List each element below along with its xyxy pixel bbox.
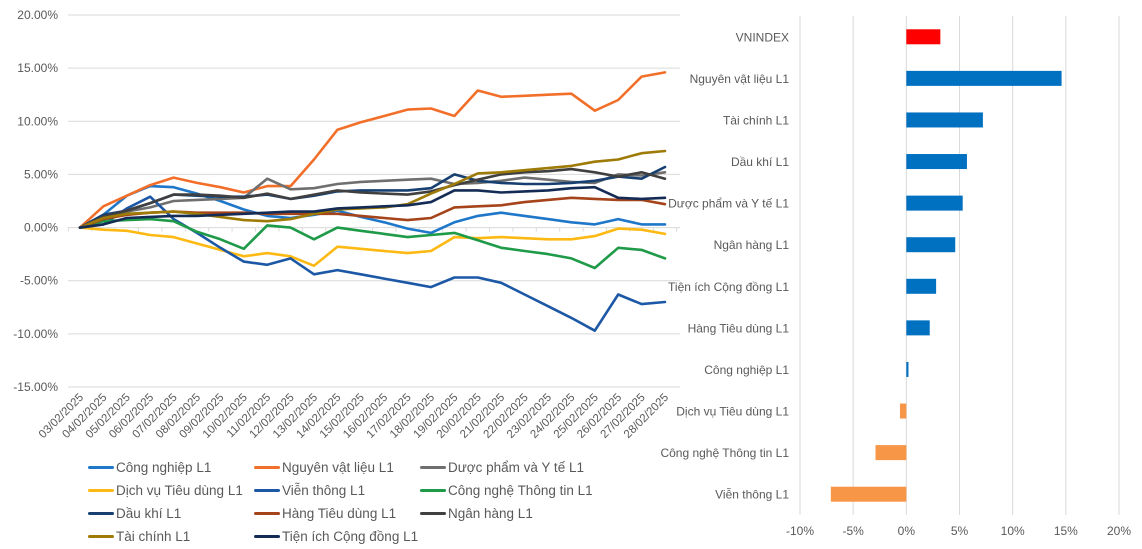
category-label: Dầu khí L1 [731, 155, 789, 169]
category-label: Công nghiệp L1 [704, 363, 789, 377]
bar-1 [906, 70, 1062, 86]
legend-line-icon [88, 512, 114, 515]
legend-line-icon [254, 489, 280, 492]
bar-chart-gridlines [799, 16, 1120, 515]
legend-line-icon [254, 512, 280, 515]
legend-line-icon [420, 512, 446, 515]
line-chart-series [78, 71, 667, 333]
y-tick-label: -5.00% [20, 274, 58, 288]
legend-label: Công nghiệp L1 [116, 460, 212, 475]
x-tick-label: 15% [1054, 524, 1078, 538]
legend-label: Ngân hàng L1 [448, 506, 533, 521]
legend-item: Công nghệ Thông tin L1 [420, 481, 620, 500]
bar-7 [906, 320, 930, 336]
x-tick-label: -10% [786, 524, 814, 538]
series-8 [78, 167, 667, 229]
legend-item: Dầu khí L1 [88, 504, 254, 523]
series-line [78, 184, 667, 235]
bar-5 [906, 237, 956, 253]
x-tick-label: 10% [1001, 524, 1025, 538]
legend-item: Hàng Tiêu dùng L1 [254, 504, 420, 523]
bar-3 [906, 154, 967, 170]
legend-label: Hàng Tiêu dùng L1 [282, 506, 397, 521]
category-label: Dịch vụ Tiêu dùng L1 [676, 405, 789, 419]
legend-label: Tiện ích Cộng đồng L1 [282, 529, 419, 544]
series-line [78, 226, 667, 268]
legend-label: Dầu khí L1 [116, 506, 182, 521]
category-label: Viễn thông L1 [715, 487, 789, 502]
x-tick-label: 5% [951, 524, 969, 538]
legend-line-icon [254, 535, 280, 538]
series-5 [78, 217, 667, 270]
legend-label: Nguyên vật liệu L1 [282, 460, 394, 475]
series-3 [78, 226, 667, 268]
legend-line-icon [88, 489, 114, 492]
series-10 [78, 185, 667, 229]
legend-label: Dược phẩm và Y tế L1 [448, 460, 584, 475]
bar-8 [906, 361, 909, 377]
x-tick-label: 0% [898, 524, 916, 538]
category-label: Công nghệ Thông tin L1 [660, 446, 789, 460]
y-tick-label: 0.00% [24, 221, 58, 235]
series-line [78, 195, 667, 333]
line-chart-legend: Công nghiệp L1 Nguyên vật liệu L1 Dược phẩ… [88, 458, 648, 546]
y-tick-label: 10.00% [17, 114, 58, 128]
legend-label: Công nghệ Thông tin L1 [448, 483, 593, 498]
bar-4 [906, 195, 963, 211]
category-label: Ngân hàng L1 [714, 238, 790, 252]
bar-chart-value-axis: -10% -5% 0% 5% 10% 15% 20% [786, 524, 1131, 538]
bar-10 [875, 445, 907, 461]
series-0 [78, 184, 667, 235]
line-chart-y-axis: 20.00% 15.00% 10.00% 5.00% 0.00% -5.00% -10.00… [13, 8, 58, 394]
bar-chart-category-axis: VNINDEX Nguyên vật liệu L1 Tài chính L1 Dầu… [660, 30, 789, 501]
series-1 [78, 71, 667, 229]
bar-2 [906, 112, 983, 128]
line-chart-gridlines [68, 14, 680, 388]
legend-item: Nguyên vật liệu L1 [254, 458, 420, 477]
series-line [78, 171, 667, 229]
line-chart: 20.00% 15.00% 10.00% 5.00% 0.00% -5.00% -10.00… [13, 8, 680, 441]
legend-item: Ngân hàng L1 [420, 504, 620, 523]
legend-item: Viễn thông L1 [254, 481, 420, 500]
legend-label: Dịch vụ Tiêu dùng L1 [116, 483, 243, 498]
x-tick-label: -5% [842, 524, 864, 538]
bar-0 [906, 29, 941, 45]
bar-6 [906, 278, 937, 294]
series-line [78, 217, 667, 270]
legend-label: Tài chính L1 [116, 529, 191, 544]
legend-item: Tài chính L1 [88, 527, 254, 546]
series-2 [78, 171, 667, 229]
category-label: Tiện ích Cộng đồng L1 [668, 280, 789, 294]
legend-line-icon [88, 466, 114, 469]
bar-9 [899, 403, 907, 419]
legend-item: Dịch vụ Tiêu dùng L1 [88, 481, 254, 500]
bar-chart-bars [830, 29, 1062, 502]
legend-line-icon [420, 489, 446, 492]
y-tick-label: -15.00% [13, 380, 58, 394]
legend-item: Dược phẩm và Y tế L1 [420, 458, 620, 477]
legend-line-icon [88, 535, 114, 538]
y-tick-label: 15.00% [17, 61, 58, 75]
legend-label: Viễn thông L1 [282, 483, 366, 498]
legend-line-icon [254, 466, 280, 469]
category-label: Tài chính L1 [723, 113, 789, 127]
legend-line-icon [420, 466, 446, 469]
series-line [78, 71, 667, 229]
category-label: Dược phẩm và Y tế L1 [668, 197, 789, 211]
bar-chart: VNINDEX Nguyên vật liệu L1 Tài chính L1 Dầu… [660, 16, 1131, 538]
series-line [78, 167, 667, 229]
bar-11 [830, 486, 907, 502]
y-tick-label: 20.00% [17, 8, 58, 22]
series-4 [78, 195, 667, 333]
category-label: VNINDEX [736, 30, 789, 44]
category-label: Hàng Tiêu dùng L1 [688, 321, 790, 335]
y-tick-label: -10.00% [13, 327, 58, 341]
legend-item: Công nghiệp L1 [88, 458, 254, 477]
series-line [78, 185, 667, 229]
legend-item: Tiện ích Cộng đồng L1 [254, 527, 420, 546]
category-label: Nguyên vật liệu L1 [690, 72, 790, 86]
y-tick-label: 5.00% [24, 167, 58, 181]
x-tick-label: 20% [1107, 524, 1131, 538]
